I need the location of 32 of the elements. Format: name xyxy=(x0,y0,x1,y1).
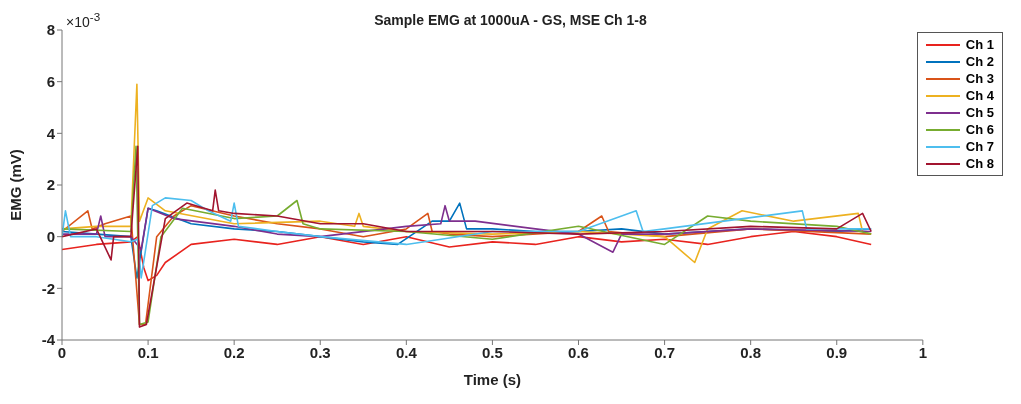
x-tick-label: 0.1 xyxy=(137,343,159,361)
x-axis-title: Time (s) xyxy=(463,370,522,388)
legend-label: Ch 3 xyxy=(965,71,994,86)
line-series xyxy=(62,204,872,253)
text: ×10$^{-3}$ xyxy=(66,10,101,30)
x-tick-label: 0.2 xyxy=(223,343,245,361)
x-tick-label: 0.7 xyxy=(654,343,676,361)
x-tick-label: 0.6 xyxy=(568,343,589,361)
y-tick-label: 8 xyxy=(46,21,55,39)
legend-label: Ch 2 xyxy=(965,54,994,69)
x-tick-label: 0 xyxy=(57,343,67,361)
legend-label: Ch 6 xyxy=(965,122,994,137)
y-tick-label: -2 xyxy=(41,279,55,297)
x-tick-label: 1 xyxy=(918,343,927,361)
y-tick-label: -4 xyxy=(41,331,56,349)
legend-label: Ch 8 xyxy=(965,156,994,171)
y-tick-label: 6 xyxy=(46,72,55,90)
legend-label: Ch 1 xyxy=(965,37,994,52)
line-series xyxy=(62,230,872,282)
y-axis-title: EMG (mV) xyxy=(7,149,25,221)
x-tick-label: 0.3 xyxy=(309,343,331,361)
x-tick-label: 0.9 xyxy=(826,343,848,361)
y-tick-label: 0 xyxy=(46,227,55,245)
x-tick-label: 0.8 xyxy=(740,343,762,361)
chart-title: Sample EMG at 1000uA - GS, MSE Ch 1-8 xyxy=(374,12,647,28)
x-tick-label: 0.4 xyxy=(395,343,418,361)
legend-label: Ch 4 xyxy=(965,88,994,103)
legend-label: Ch 7 xyxy=(965,139,994,154)
legend-label: Ch 5 xyxy=(965,105,994,120)
x-tick-label: 0.5 xyxy=(481,343,503,361)
y-tick-label: 2 xyxy=(46,176,55,194)
y-tick-label: 4 xyxy=(46,124,56,142)
